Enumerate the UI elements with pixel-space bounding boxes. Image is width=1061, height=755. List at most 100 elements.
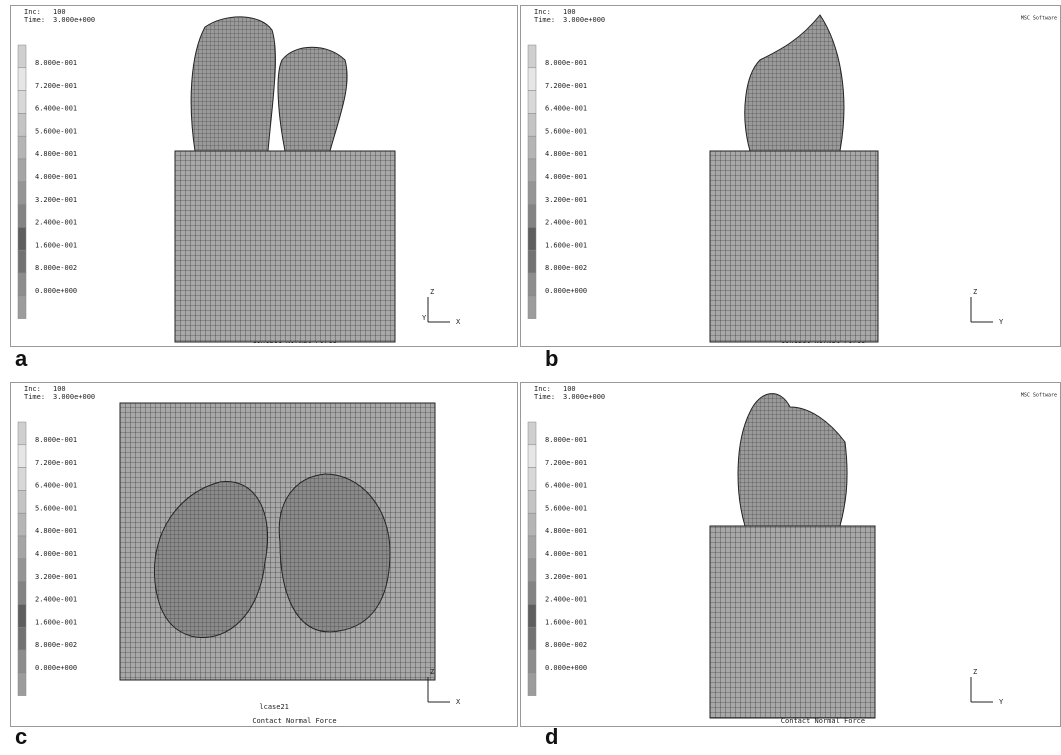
legend-label: 5.600e-001 (545, 127, 587, 135)
legend-swatch (528, 536, 536, 559)
legend-label: 8.000e-001 (545, 436, 587, 444)
legend-label: 3.200e-001 (545, 573, 587, 581)
legend-swatch (18, 673, 26, 696)
legend-swatch (528, 91, 536, 114)
legend-label: 1.600e-001 (35, 618, 77, 626)
legend-swatch (18, 182, 26, 205)
axis-label: Z (430, 288, 434, 296)
panel: Inc:100Time:3.000e+0008.000e-0017.200e-0… (11, 383, 518, 727)
legend-swatch (528, 513, 536, 536)
legend-label: 5.600e-001 (545, 504, 587, 512)
legend-swatch (18, 582, 26, 605)
legend-label: 0.000e+000 (35, 287, 77, 295)
legend-swatch (18, 490, 26, 513)
legend-label: 8.000e-001 (35, 59, 77, 67)
legend-label: 8.000e-001 (545, 59, 587, 67)
legend-label: 6.400e-001 (35, 105, 77, 113)
legend-swatch (18, 627, 26, 650)
mesh-lines (710, 526, 875, 718)
legend-swatch (18, 650, 26, 673)
legend-label: 3.200e-001 (35, 196, 77, 204)
legend-label: 6.400e-001 (545, 482, 587, 490)
legend-label: 2.400e-001 (545, 596, 587, 604)
legend-swatch (18, 513, 26, 536)
panel-letter: b (545, 346, 558, 371)
legend-label: 1.600e-001 (545, 618, 587, 626)
legend-label: 4.000e-001 (35, 550, 77, 558)
legend-label: 7.200e-001 (545, 82, 587, 90)
inc-label: Inc: (534, 385, 551, 393)
panel: Inc:100Time:3.000e+0008.000e-0017.200e-0… (11, 6, 518, 347)
time-value: 3.000e+000 (563, 393, 605, 401)
legend-label: 7.200e-001 (545, 459, 587, 467)
legend-label: 1.600e-001 (545, 241, 587, 249)
legend-swatch (18, 559, 26, 582)
legend-label: 2.400e-001 (35, 219, 77, 227)
legend-swatch (528, 205, 536, 228)
legend-swatch (18, 91, 26, 114)
time-value: 3.000e+000 (53, 16, 95, 24)
time-label: Time: (534, 393, 555, 401)
time-value: 3.000e+000 (563, 16, 605, 24)
legend-label: 5.600e-001 (35, 504, 77, 512)
panel-letter: c (15, 724, 27, 749)
legend-swatch (528, 68, 536, 91)
legend-label: 7.200e-001 (35, 82, 77, 90)
legend-swatch (18, 205, 26, 228)
logo: MSC Software (1021, 16, 1057, 22)
axis-label: Z (973, 668, 977, 676)
legend-swatch (528, 45, 536, 68)
legend-swatch (18, 273, 26, 296)
legend-label: 3.200e-001 (545, 196, 587, 204)
inc-label: Inc: (24, 385, 41, 393)
legend-swatch (18, 468, 26, 491)
legend-swatch (528, 490, 536, 513)
legend-label: 8.000e-002 (35, 264, 77, 272)
legend-label: 7.200e-001 (35, 459, 77, 467)
legend-swatch (528, 650, 536, 673)
figure: Inc: 100 Time: 3.000e+000 8.000e-001 7.200e-0… (0, 0, 1061, 751)
legend-swatch (18, 422, 26, 445)
legend-swatch (528, 227, 536, 250)
legend-swatch (18, 445, 26, 468)
legend-label: 1.600e-001 (35, 241, 77, 249)
logo: MSC Software (1021, 393, 1057, 399)
panel-letter: d (545, 724, 558, 749)
legend-swatch (528, 250, 536, 273)
mesh-lines (710, 151, 878, 342)
legend-label: 8.000e-002 (545, 264, 587, 272)
legend-label: 4.800e-001 (545, 150, 587, 158)
legend-swatch (528, 296, 536, 319)
legend-label: 5.600e-001 (35, 127, 77, 135)
axis-label: Z (973, 288, 977, 296)
legend-swatch (18, 296, 26, 319)
legend-label: 8.000e-002 (35, 641, 77, 649)
legend-swatch (528, 673, 536, 696)
legend-label: 4.800e-001 (35, 527, 77, 535)
mesh-lines (191, 17, 275, 151)
legend-label: 4.800e-001 (35, 150, 77, 158)
caption: Contact Normal Force (252, 717, 336, 725)
mesh-lines (175, 151, 395, 342)
legend-swatch (528, 159, 536, 182)
legend-label: 4.000e-001 (545, 173, 587, 181)
legend-swatch (18, 136, 26, 159)
legend-label: 4.000e-001 (35, 173, 77, 181)
inc-value: 100 (563, 385, 576, 393)
legend-label: 0.000e+000 (545, 287, 587, 295)
legend-label: 6.400e-001 (35, 482, 77, 490)
axis-label: Z (430, 668, 434, 676)
legend-swatch (528, 468, 536, 491)
time-value: 3.000e+000 (53, 393, 95, 401)
inc-value: 100 (563, 8, 576, 16)
legend-swatch (528, 182, 536, 205)
legend-swatch (18, 113, 26, 136)
legend-label: 4.000e-001 (545, 550, 587, 558)
time-label: Time: (24, 393, 45, 401)
legend-swatch (18, 536, 26, 559)
legend-swatch (528, 445, 536, 468)
legend-swatch (528, 136, 536, 159)
legend-swatch (528, 627, 536, 650)
legend-swatch (18, 250, 26, 273)
legend-swatch (18, 45, 26, 68)
